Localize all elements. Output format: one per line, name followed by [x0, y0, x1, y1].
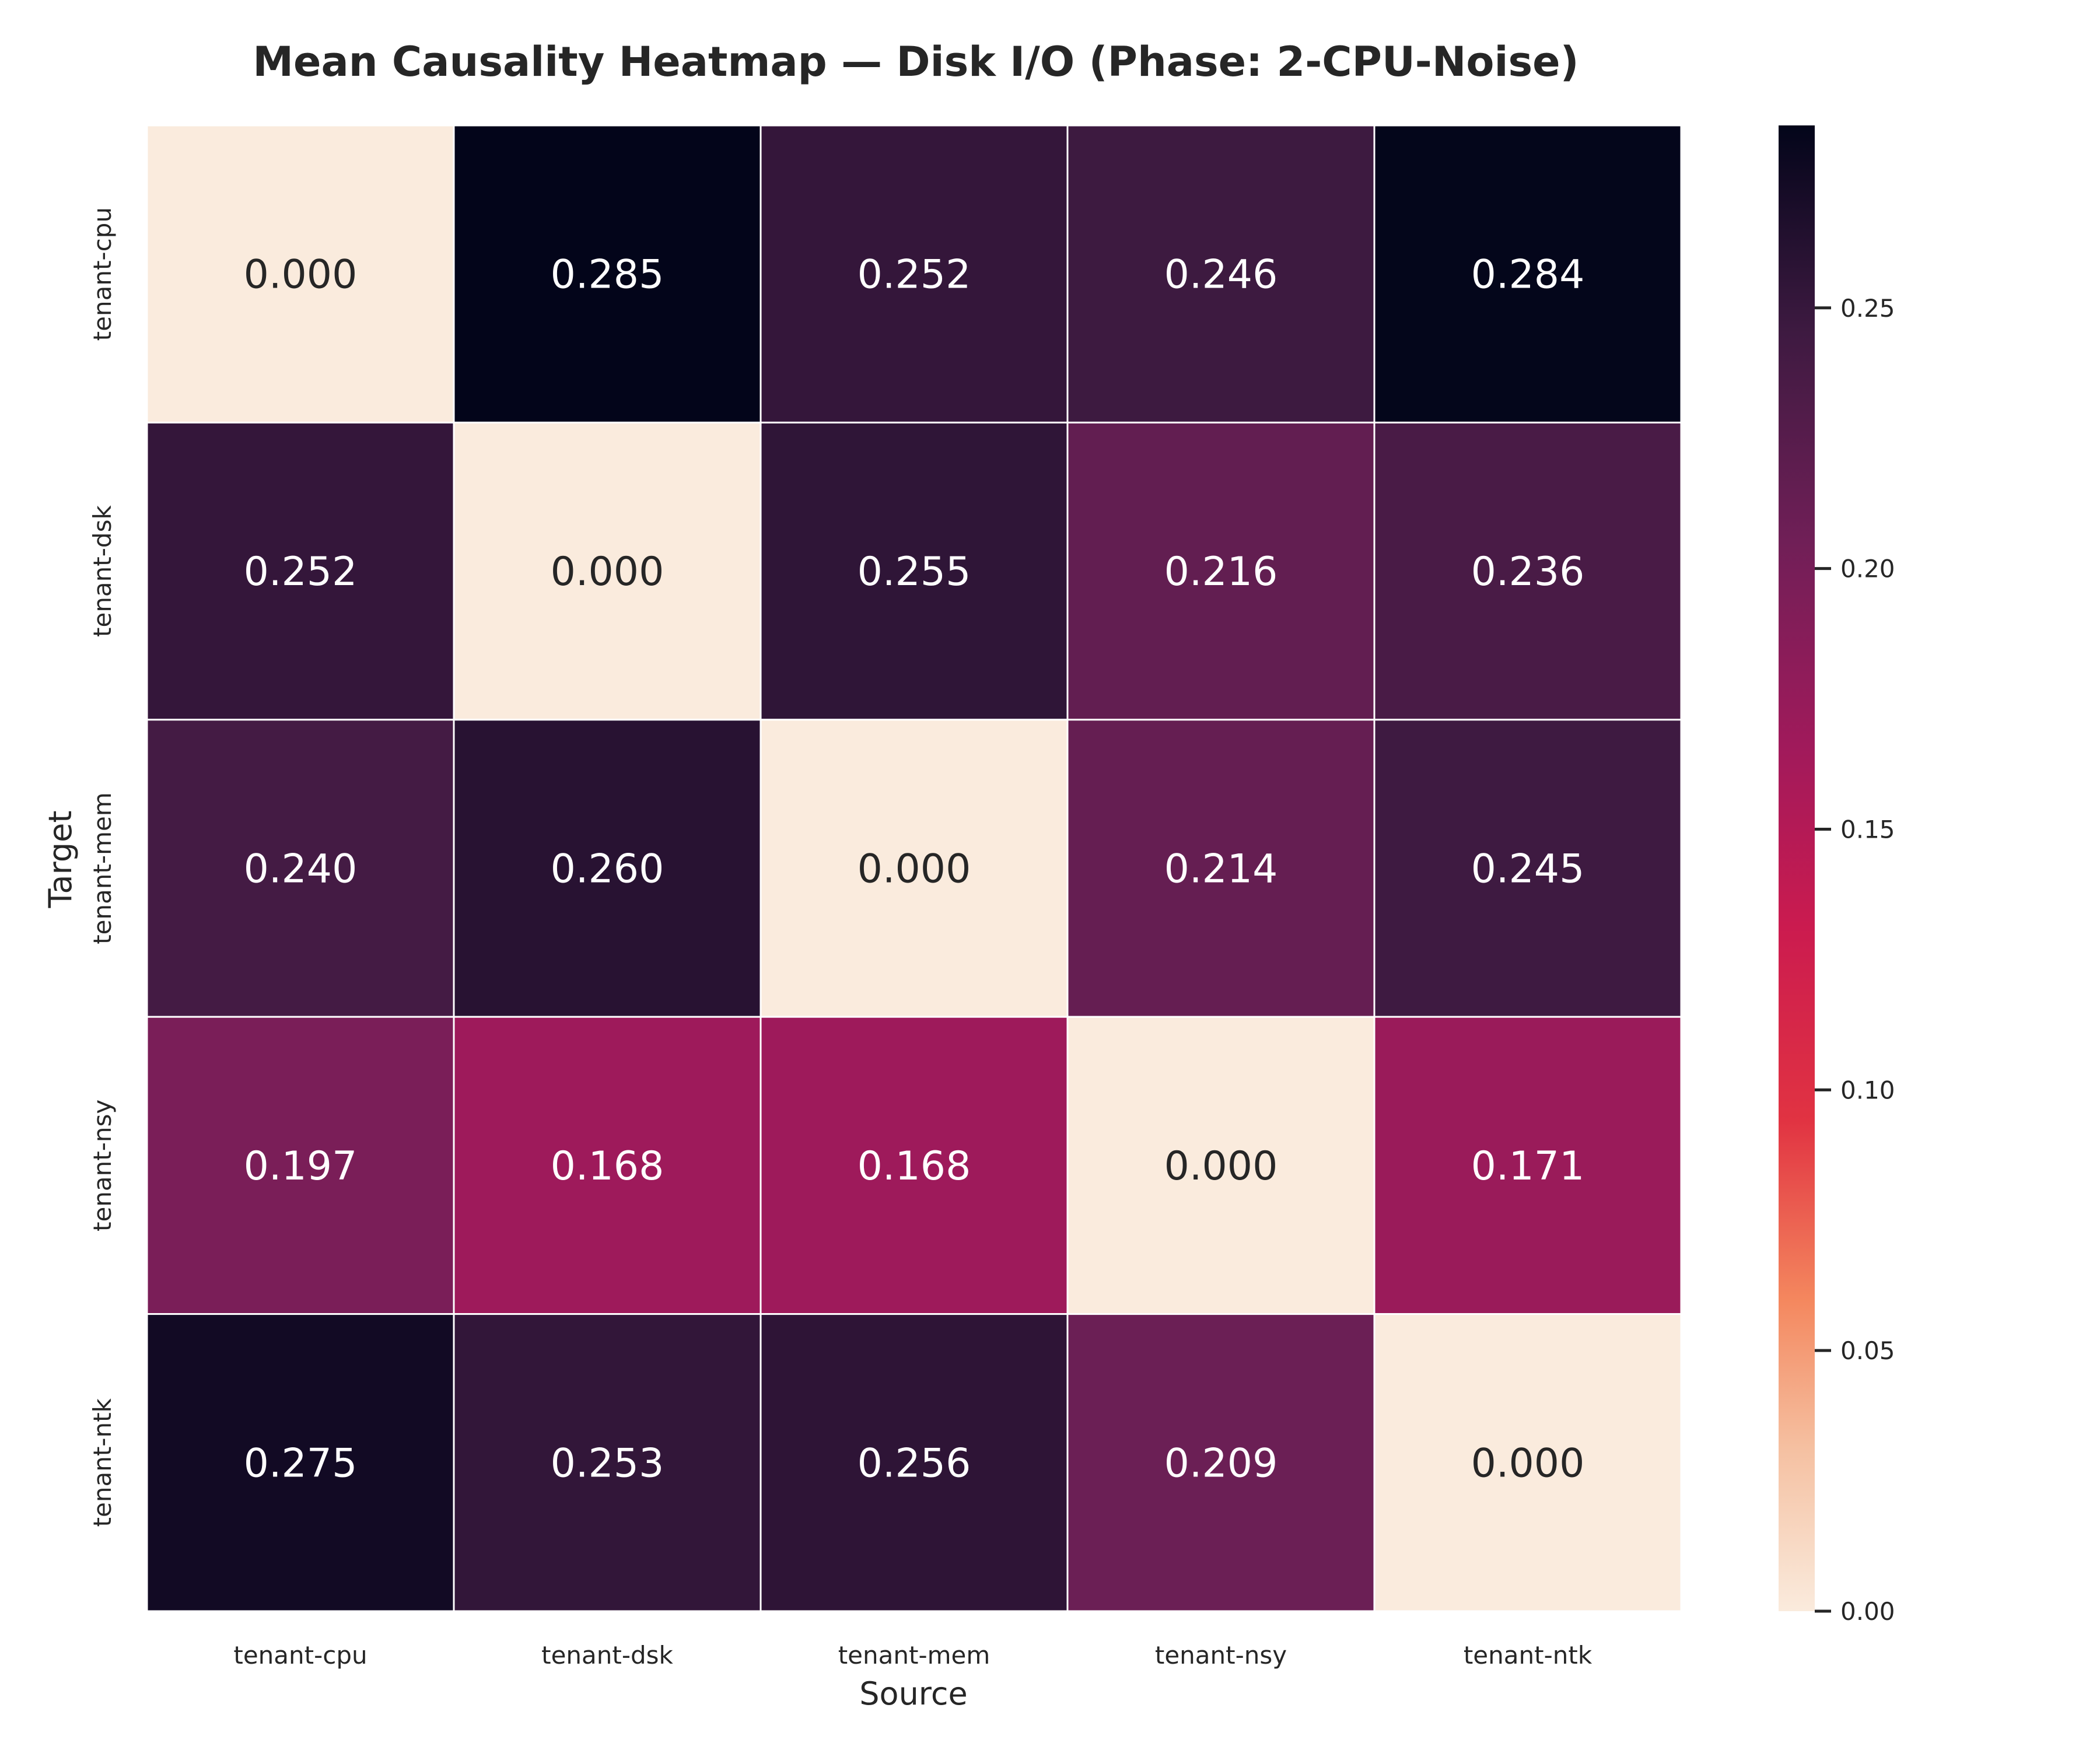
heatmap-cell: [1373, 1016, 1682, 1315]
cell-value-label: 0.256: [858, 1440, 971, 1486]
cell-value-label: 0.000: [1471, 1440, 1585, 1486]
cell-value-label: 0.252: [858, 252, 971, 298]
heatmap-cell: [146, 421, 455, 721]
colorbar: [1779, 125, 1815, 1611]
heatmap-cell: [453, 719, 762, 1018]
heatmap-cell: [1066, 719, 1376, 1018]
cell-value-label: 0.216: [1164, 549, 1278, 595]
y-tick-label: tenant-dsk: [88, 505, 117, 637]
cell-value-label: 0.000: [1164, 1143, 1278, 1189]
y-tick-label: tenant-cpu: [88, 207, 117, 341]
heatmap-cell: [146, 124, 455, 424]
heatmap-cell: [1373, 719, 1682, 1018]
cell-value-label: 0.245: [1471, 846, 1585, 892]
cell-value-label: 0.255: [858, 549, 971, 595]
heatmap-cell: [453, 421, 762, 721]
cell-value-label: 0.000: [551, 549, 664, 595]
heatmap-cell: [1373, 124, 1682, 424]
cell-value-label: 0.000: [858, 846, 971, 892]
x-tick-label: tenant-dsk: [541, 1641, 673, 1670]
colorbar-tick-label: 0.00: [1840, 1597, 1895, 1626]
colorbar-tick-label: 0.05: [1840, 1336, 1895, 1365]
heatmap-cell: [760, 124, 1069, 424]
x-tick-labels: tenant-cpu tenant-dsk tenant-mem tenant-nsy…: [233, 1641, 1592, 1670]
cell-value-label: 0.240: [244, 846, 358, 892]
heatmap-cell: [453, 1313, 762, 1612]
y-tick-label: tenant-mem: [88, 792, 117, 944]
y-axis-label: Target: [42, 810, 79, 908]
cell-value-label: 0.246: [1164, 252, 1278, 298]
cell-value-label: 0.171: [1471, 1143, 1585, 1189]
heatmap-cell: [146, 1016, 455, 1315]
x-axis-label: Source: [859, 1675, 967, 1712]
cell-value-label: 0.275: [244, 1440, 358, 1486]
x-tick-label: tenant-mem: [838, 1641, 991, 1670]
chart-title: Mean Causality Heatmap — Disk I/O (Phase…: [253, 38, 1578, 86]
cell-value-label: 0.168: [858, 1143, 971, 1189]
cell-value-label: 0.253: [551, 1440, 664, 1486]
heatmap-cell: [760, 421, 1069, 721]
y-tick-labels: tenant-cpu tenant-dsk tenant-mem tenant-nsy…: [88, 207, 117, 1527]
heatmap-cell: [453, 124, 762, 424]
y-tick-label: tenant-ntk: [88, 1398, 117, 1527]
x-tick-label: tenant-nsy: [1155, 1641, 1287, 1670]
heatmap-cell: [1066, 124, 1376, 424]
heatmap-cell: [760, 1313, 1069, 1612]
heatmap-cell: [760, 1016, 1069, 1315]
colorbar-tick-label: 0.25: [1840, 294, 1895, 323]
x-tick-label: tenant-cpu: [233, 1641, 367, 1670]
y-tick-label: tenant-nsy: [88, 1100, 117, 1231]
cell-value-label: 0.236: [1471, 549, 1585, 595]
heatmap-cell: [453, 1016, 762, 1315]
cell-value-label: 0.285: [551, 252, 664, 298]
x-tick-label: tenant-ntk: [1464, 1641, 1592, 1670]
cell-value-label: 0.214: [1164, 846, 1278, 892]
heatmap-cell: [1373, 1313, 1682, 1612]
heatmap-cells: [146, 124, 1682, 1612]
cell-value-label: 0.284: [1471, 252, 1585, 298]
colorbar-tick-label: 0.10: [1840, 1076, 1895, 1104]
colorbar-tick-label: 0.15: [1840, 815, 1895, 844]
heatmap-cell: [1066, 1016, 1376, 1315]
cell-value-label: 0.000: [244, 252, 358, 298]
heatmap-cell: [146, 1313, 455, 1612]
heatmap-cell: [1373, 421, 1682, 721]
colorbar-tick-label: 0.20: [1840, 555, 1895, 583]
heatmap-cell: [760, 719, 1069, 1018]
cell-value-label: 0.260: [551, 846, 664, 892]
heatmap-cell-labels: 0.000 0.285 0.252 0.246 0.284 0.252 0.000 0.255…: [244, 252, 1585, 1487]
cell-value-label: 0.168: [551, 1143, 664, 1189]
colorbar-ticks: 0.00 0.05 0.10 0.15 0.20 0.25: [1815, 294, 1895, 1626]
cell-value-label: 0.197: [244, 1143, 358, 1189]
cell-value-label: 0.252: [244, 549, 358, 595]
cell-value-label: 0.209: [1164, 1440, 1278, 1486]
